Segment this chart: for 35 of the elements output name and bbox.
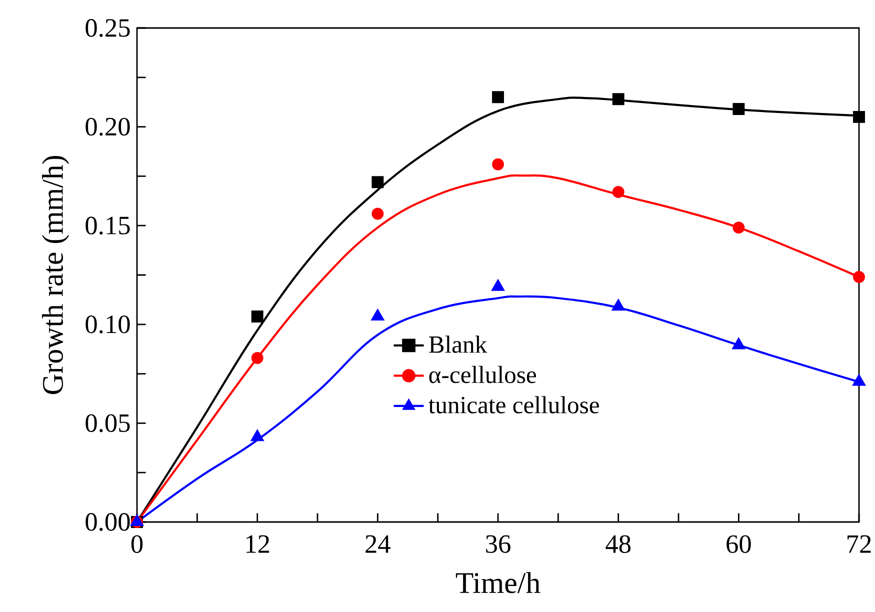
point bbox=[732, 337, 746, 350]
x-tick-label: 48 bbox=[606, 535, 631, 554]
point bbox=[732, 103, 745, 115]
x-tick-label: 24 bbox=[366, 535, 390, 553]
point bbox=[250, 429, 264, 442]
point bbox=[491, 279, 505, 291]
y-tick-label: 0.10 bbox=[86, 315, 130, 334]
y-axis-title: Growth rate (mm/h) bbox=[42, 156, 70, 394]
legend-label: Blank bbox=[429, 336, 488, 353]
point bbox=[732, 222, 745, 234]
x-tick-label: 60 bbox=[726, 535, 751, 554]
point bbox=[251, 352, 264, 364]
y-tick-label: 0.05 bbox=[86, 414, 130, 432]
point bbox=[612, 186, 624, 198]
point bbox=[492, 91, 504, 104]
point bbox=[251, 310, 264, 322]
point bbox=[372, 176, 384, 188]
x-axis-title: Time/h bbox=[456, 572, 540, 594]
y-tick-label: 0.15 bbox=[86, 216, 130, 235]
y-tick-label: 0.20 bbox=[86, 118, 130, 136]
y-tick-label: 0.00 bbox=[86, 513, 130, 531]
point bbox=[612, 93, 624, 106]
point bbox=[370, 308, 384, 321]
point bbox=[612, 298, 626, 311]
legend-label: α-cellulose bbox=[429, 366, 536, 384]
point bbox=[853, 110, 865, 123]
x-tick-label: 72 bbox=[848, 535, 871, 553]
legend-label: tunicate cellulose bbox=[428, 396, 599, 414]
x-tick-label: 0 bbox=[131, 535, 143, 554]
y-tick-label: 0.25 bbox=[86, 19, 130, 37]
x-tick-label: 12 bbox=[246, 535, 270, 553]
point bbox=[372, 208, 384, 220]
point bbox=[492, 158, 504, 170]
x-tick-label: 36 bbox=[486, 535, 510, 553]
point bbox=[853, 270, 865, 283]
